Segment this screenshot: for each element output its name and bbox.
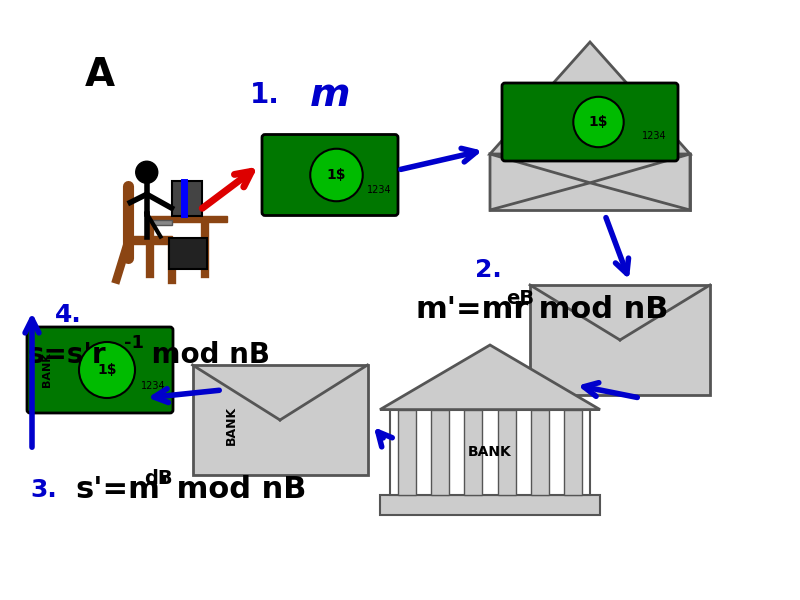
- Polygon shape: [490, 154, 590, 210]
- Bar: [390, 410, 590, 494]
- Text: 1.: 1.: [250, 81, 280, 109]
- Polygon shape: [530, 285, 710, 395]
- Polygon shape: [590, 154, 690, 210]
- Polygon shape: [380, 345, 600, 410]
- Text: A: A: [85, 56, 115, 94]
- Bar: [531, 410, 549, 494]
- Text: 2.: 2.: [475, 258, 502, 282]
- Bar: [152, 220, 171, 224]
- Bar: [169, 238, 207, 269]
- Text: eB: eB: [506, 289, 534, 307]
- Text: BANK: BANK: [42, 353, 52, 388]
- Text: 4.: 4.: [55, 303, 82, 327]
- Polygon shape: [490, 154, 690, 210]
- Circle shape: [79, 342, 135, 398]
- Text: 1$: 1$: [326, 168, 346, 182]
- FancyBboxPatch shape: [502, 83, 678, 161]
- Bar: [380, 494, 600, 515]
- Text: -1: -1: [124, 334, 144, 352]
- Text: dB: dB: [144, 469, 173, 487]
- Text: BANK: BANK: [225, 406, 238, 445]
- Text: 3.: 3.: [30, 478, 57, 502]
- Text: s'=m': s'=m': [75, 475, 169, 505]
- Text: BANK: BANK: [468, 445, 512, 459]
- Circle shape: [136, 161, 158, 183]
- Bar: [398, 410, 416, 494]
- Text: mod nB: mod nB: [166, 475, 306, 505]
- Bar: [464, 410, 482, 494]
- Text: s=s'r: s=s'r: [28, 341, 106, 369]
- Text: 1$: 1$: [98, 363, 117, 377]
- Text: m'=mr: m'=mr: [415, 295, 528, 325]
- Text: 1234: 1234: [367, 185, 392, 195]
- Bar: [127, 235, 171, 244]
- Bar: [171, 181, 202, 216]
- Bar: [564, 410, 582, 494]
- Text: 1234: 1234: [642, 131, 667, 142]
- Circle shape: [574, 97, 624, 147]
- Bar: [150, 216, 226, 222]
- Text: 1$: 1$: [589, 115, 608, 129]
- Polygon shape: [193, 365, 367, 475]
- FancyBboxPatch shape: [262, 134, 398, 215]
- Bar: [498, 410, 516, 494]
- Text: 1234: 1234: [141, 381, 166, 391]
- Circle shape: [310, 149, 362, 201]
- Text: mod nB: mod nB: [142, 341, 270, 369]
- Text: m: m: [310, 76, 350, 114]
- FancyBboxPatch shape: [27, 327, 173, 413]
- Bar: [431, 410, 449, 494]
- Polygon shape: [490, 42, 690, 154]
- Text: mod nB: mod nB: [528, 295, 669, 325]
